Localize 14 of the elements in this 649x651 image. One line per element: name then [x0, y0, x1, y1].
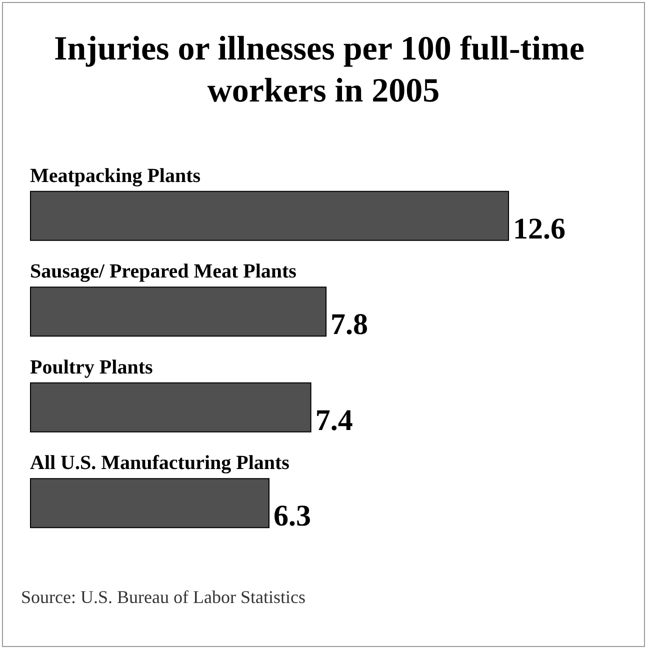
data-label: 6.3 [274, 500, 311, 533]
y-tick-label: All U.S. Manufacturing Plants [30, 452, 290, 474]
y-tick-label: Meatpacking Plants [30, 164, 201, 187]
bar [30, 382, 312, 432]
data-label: 7.4 [315, 404, 353, 437]
chart-title: Injuries or illnesses per 100 full-time workers in 2005 [54, 30, 593, 110]
bar [30, 286, 327, 337]
source-note: Source: U.S. Bureau of Labor Statistics [21, 587, 306, 607]
y-tick-label: Sausage/ Prepared Meat Plants [30, 260, 297, 283]
bar [30, 478, 270, 528]
y-tick-label: Poultry Plants [30, 356, 153, 378]
data-label: 7.8 [330, 308, 368, 342]
bar [30, 190, 509, 241]
data-label: 12.6 [513, 212, 566, 246]
